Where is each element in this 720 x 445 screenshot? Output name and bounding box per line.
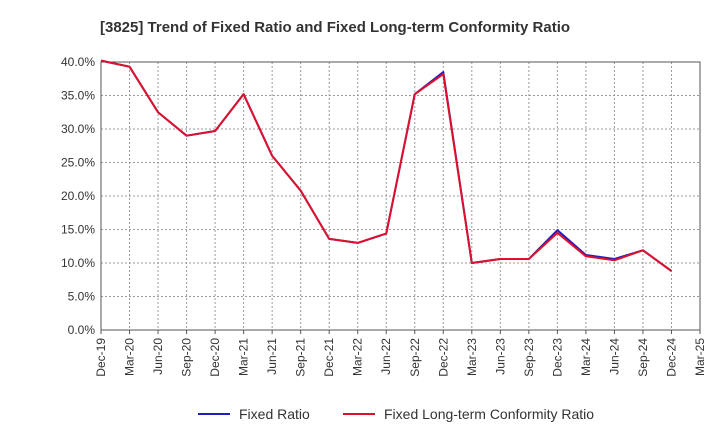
x-tick-label: Jun-20 [151, 338, 165, 375]
x-tick-label: Mar-24 [579, 338, 593, 376]
x-tick-label: Jun-23 [493, 338, 507, 375]
x-tick-label: Sep-23 [522, 338, 536, 377]
x-tick-label: Jun-24 [607, 338, 621, 375]
plot-border [100, 61, 701, 331]
series-line-fixed-long-term-conformity-ratio [100, 59, 673, 272]
x-tick-label: Sep-21 [294, 338, 308, 377]
y-tick-label: 35.0% [61, 89, 95, 103]
y-tick-label: 15.0% [61, 223, 95, 237]
y-tick-label: 5.0% [68, 290, 96, 304]
x-tick-label: Dec-23 [550, 338, 564, 377]
x-tick-label: Mar-20 [123, 338, 137, 376]
y-tick-label: 10.0% [61, 256, 95, 270]
y-tick-label: 20.0% [61, 189, 95, 203]
x-tick-label: Sep-20 [180, 338, 194, 377]
y-tick-label: 25.0% [61, 156, 95, 170]
x-tick-label: Dec-19 [94, 338, 108, 377]
y-tick-label: 40.0% [61, 55, 95, 69]
plot-area [101, 62, 700, 330]
x-tick-label: Mar-25 [693, 338, 707, 376]
x-tick-label: Sep-22 [408, 338, 422, 377]
x-tick-label: Mar-23 [465, 338, 479, 376]
chart-title: [3825] Trend of Fixed Ratio and Fixed Lo… [100, 19, 570, 36]
x-tick-label: Dec-22 [436, 338, 450, 377]
x-tick-label: Mar-21 [237, 338, 251, 376]
y-tick-label: 30.0% [61, 122, 95, 136]
y-tick-label: 0.0% [68, 323, 96, 337]
x-tick-label: Dec-20 [208, 338, 222, 377]
legend: Fixed Ratio Fixed Long-term Conformity Ra… [198, 406, 594, 422]
series-layer [100, 59, 673, 272]
x-tick-label: Dec-21 [322, 338, 336, 377]
x-tick-label: Jun-21 [265, 338, 279, 375]
x-tick-label: Dec-24 [664, 338, 678, 377]
legend-label: Fixed Long-term Conformity Ratio [384, 406, 594, 422]
x-tick-label: Jun-22 [379, 338, 393, 375]
x-tick-label: Sep-24 [636, 338, 650, 377]
grid-layer [101, 61, 700, 330]
legend-label: Fixed Ratio [239, 406, 310, 422]
axis-layer: 0.0% 5.0% 10.0% 15.0% 20.0% 25.0% 30.0% 35.0% 40… [61, 55, 707, 377]
x-tick-label: Mar-22 [351, 338, 365, 376]
